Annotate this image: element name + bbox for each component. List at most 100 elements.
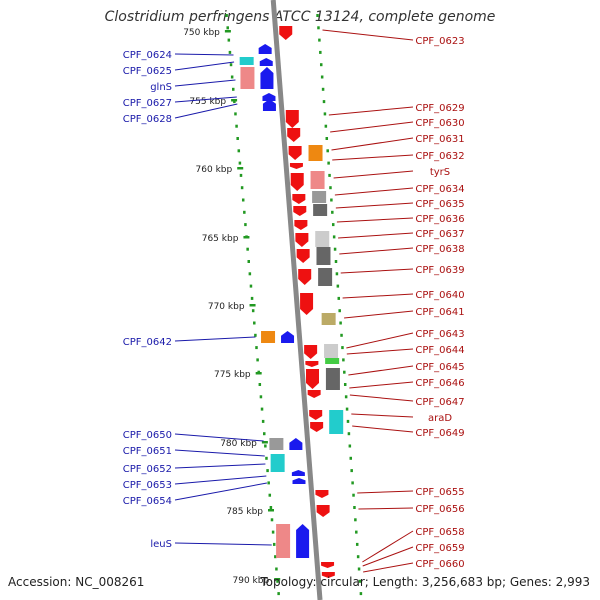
tick-dot [342, 358, 345, 362]
tick-dot [338, 309, 341, 313]
leader-line [340, 268, 414, 274]
tick-dot [234, 112, 237, 116]
right-gene-label: CPF_0634 [415, 184, 464, 195]
left-gene-label: CPF_0625 [123, 66, 172, 77]
reverse-gene [290, 173, 304, 191]
right-gene-label: CPF_0638 [415, 244, 464, 255]
tick-dot [237, 149, 241, 153]
tick-dot [243, 210, 246, 214]
tick-dot [334, 260, 338, 263]
cog-box [325, 358, 340, 364]
tick-dot [228, 50, 232, 54]
right-gene-label: CPF_0649 [415, 428, 464, 439]
scale-label: 765 kbp [202, 234, 239, 244]
leader-line [362, 530, 414, 563]
leader-line [351, 413, 414, 418]
right-gene-label: CPF_0636 [415, 214, 464, 225]
leader-line [174, 475, 267, 485]
leader-line [344, 310, 414, 319]
right-gene-label: CPF_0639 [415, 265, 464, 276]
tick-dot [268, 493, 272, 497]
tick-dot [349, 456, 353, 460]
tick-dot [258, 383, 262, 386]
right-gene-label: CPF_0659 [415, 543, 464, 554]
leader-line [352, 425, 414, 433]
right-gene-label: CPF_0660 [415, 559, 464, 570]
reverse-gene [289, 163, 303, 169]
tick-dot [249, 284, 253, 288]
tick-dot [354, 518, 357, 522]
scale-tick [237, 167, 244, 170]
tick-dot [345, 407, 349, 411]
scale-tick [231, 99, 238, 102]
reverse-gene [309, 410, 323, 420]
scale-tick [255, 372, 262, 375]
scale-tick [261, 441, 268, 444]
tick-dot [227, 38, 231, 42]
leader-line [349, 381, 414, 389]
left-gene-label: leuS [150, 539, 172, 550]
reverse-gene [316, 505, 330, 517]
backbone-line [270, 0, 323, 600]
right-gene-label: CPF_0656 [415, 504, 464, 515]
tick-dot [324, 124, 328, 128]
right-gene-label: CPF_0640 [415, 290, 464, 301]
left-gene-label: CPF_0628 [123, 114, 172, 125]
tick-dot [337, 296, 341, 300]
leader-line [338, 232, 414, 239]
tick-dot [346, 419, 350, 423]
tick-dot [226, 26, 229, 30]
forward-gene [289, 438, 303, 450]
leader-line [342, 293, 414, 299]
reverse-gene [298, 269, 312, 285]
reverse-gene [294, 220, 308, 230]
leader-line [174, 449, 265, 457]
left-gene-label: CPF_0642 [123, 337, 172, 348]
reverse-gene [300, 293, 314, 315]
tick-dot [357, 567, 361, 571]
tick-dot [347, 432, 351, 436]
scale-label: 780 kbp [220, 439, 257, 449]
right-gene-label: CPF_0635 [415, 199, 464, 210]
cog-box [318, 268, 333, 286]
tick-dot [356, 555, 360, 559]
forward-gene [262, 99, 276, 111]
reverse-gene [306, 369, 320, 389]
left-gene-label: CPF_0627 [123, 98, 172, 109]
tick-dot [319, 63, 323, 67]
forward-gene [260, 67, 274, 89]
scale-label: 785 kbp [226, 507, 263, 517]
leader-line [362, 546, 414, 567]
leader-line [174, 53, 234, 56]
tick-dot [359, 592, 363, 596]
left-gene-label: CPF_0651 [123, 446, 172, 457]
tick-dot [274, 555, 277, 559]
tick-dot [246, 247, 249, 251]
leader-line [322, 29, 414, 41]
cog-box [315, 231, 330, 247]
cog-box [324, 344, 339, 358]
tick-dot [266, 469, 269, 473]
scale-label: 760 kbp [196, 165, 233, 175]
tick-dot [331, 223, 335, 227]
cog-box [312, 191, 327, 203]
tick-dot [271, 530, 275, 534]
tick-dot [331, 210, 334, 214]
reverse-gene [304, 345, 318, 359]
tick-dot [253, 321, 256, 325]
tick-dot [348, 444, 352, 448]
leader-line [349, 394, 414, 402]
leader-line [335, 202, 414, 209]
leader-line [339, 247, 414, 255]
scale-label: 750 kbp [183, 28, 220, 38]
tick-dot [335, 272, 339, 276]
tick-dot [269, 506, 273, 509]
tick-dot [259, 395, 263, 399]
leader-line [348, 365, 414, 376]
leader-line [174, 96, 237, 103]
reverse-gene [293, 206, 307, 216]
tick-dot [336, 284, 340, 288]
tick-dot [241, 198, 245, 202]
tick-dot [327, 161, 330, 165]
